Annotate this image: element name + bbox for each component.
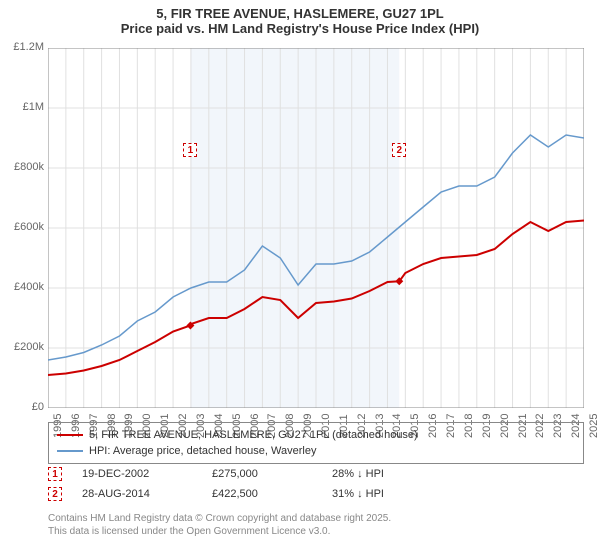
title-line-1: 5, FIR TREE AVENUE, HASLEMERE, GU27 1PL — [0, 6, 600, 21]
legend-label: HPI: Average price, detached house, Wave… — [89, 445, 316, 457]
sale-delta: 31% ↓ HPI — [332, 488, 384, 500]
sale-price: £422,500 — [212, 488, 312, 500]
sale-marker-icon: 1 — [48, 467, 62, 481]
sale-marker-icon: 2 — [48, 487, 62, 501]
sale-date: 28-AUG-2014 — [82, 488, 192, 500]
footer: Contains HM Land Registry data © Crown c… — [48, 512, 584, 538]
legend-row: 5, FIR TREE AVENUE, HASLEMERE, GU27 1PL … — [57, 427, 575, 443]
legend-row: HPI: Average price, detached house, Wave… — [57, 443, 575, 459]
sales-block: 1 19-DEC-2002 £275,000 28% ↓ HPI 2 28-AU… — [48, 464, 584, 504]
title-line-2: Price paid vs. HM Land Registry's House … — [0, 21, 600, 36]
sale-row: 1 19-DEC-2002 £275,000 28% ↓ HPI — [48, 464, 584, 484]
y-tick-label: £400k — [0, 281, 44, 293]
footer-line-2: This data is licensed under the Open Gov… — [48, 525, 584, 538]
chart-sale-marker: 1 — [183, 143, 197, 157]
footer-line-1: Contains HM Land Registry data © Crown c… — [48, 512, 584, 525]
legend-label: 5, FIR TREE AVENUE, HASLEMERE, GU27 1PL … — [89, 429, 418, 441]
y-tick-label: £1M — [0, 101, 44, 113]
y-tick-label: £200k — [0, 341, 44, 353]
sale-price: £275,000 — [212, 468, 312, 480]
sale-date: 19-DEC-2002 — [82, 468, 192, 480]
y-tick-label: £600k — [0, 221, 44, 233]
legend: 5, FIR TREE AVENUE, HASLEMERE, GU27 1PL … — [48, 422, 584, 464]
sale-delta: 28% ↓ HPI — [332, 468, 384, 480]
chart-area — [48, 48, 584, 408]
legend-swatch — [57, 450, 83, 452]
sale-row: 2 28-AUG-2014 £422,500 31% ↓ HPI — [48, 484, 584, 504]
chart-svg — [48, 48, 584, 408]
chart-sale-marker: 2 — [392, 143, 406, 157]
title-block: 5, FIR TREE AVENUE, HASLEMERE, GU27 1PL … — [0, 0, 600, 40]
y-tick-label: £1.2M — [0, 41, 44, 53]
x-tick-label: 2025 — [588, 414, 600, 438]
root: 5, FIR TREE AVENUE, HASLEMERE, GU27 1PL … — [0, 0, 600, 560]
legend-swatch — [57, 434, 83, 436]
y-tick-label: £0 — [0, 401, 44, 413]
y-tick-label: £800k — [0, 161, 44, 173]
